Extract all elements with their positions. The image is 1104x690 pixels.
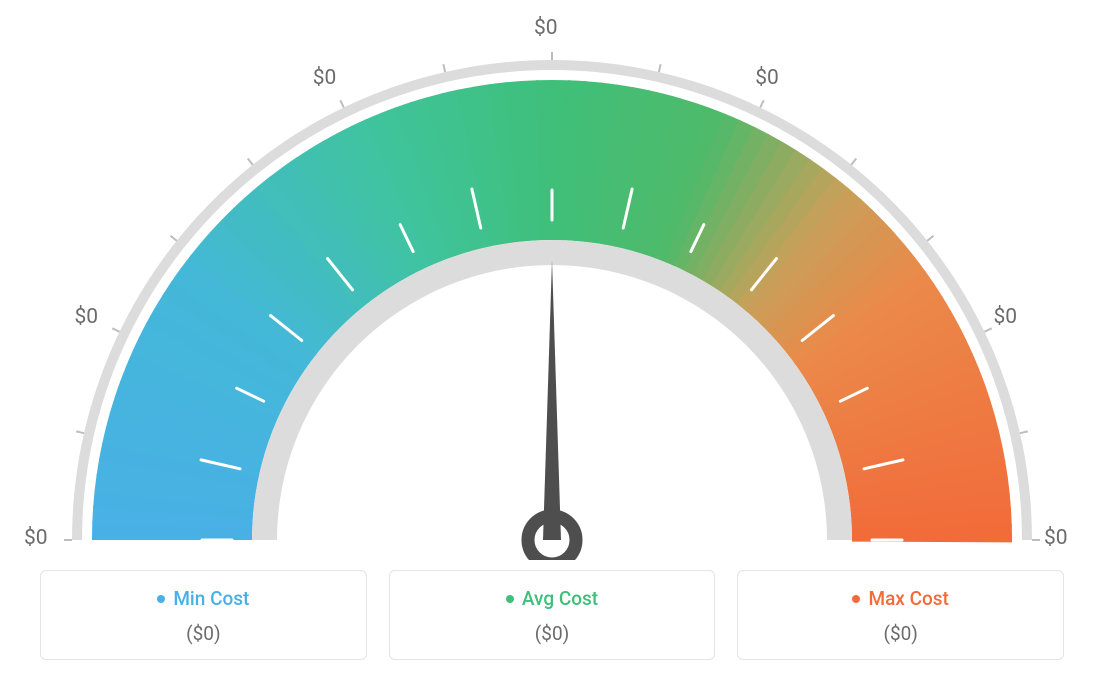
- gauge-tick-label: $0: [1044, 526, 1068, 550]
- legend-dot-max: [852, 595, 860, 603]
- legend-card-min: Min Cost ($0): [40, 570, 367, 660]
- legend-title-max: Max Cost: [868, 587, 948, 610]
- legend-row: Min Cost ($0) Avg Cost ($0) Max Cost ($0…: [40, 570, 1064, 660]
- gauge-tick-label: $0: [24, 526, 48, 550]
- legend-value-max: ($0): [748, 622, 1053, 645]
- legend-dot-min: [157, 595, 165, 603]
- legend-title-avg: Avg Cost: [522, 587, 598, 610]
- legend-value-min: ($0): [51, 622, 356, 645]
- legend-value-avg: ($0): [400, 622, 705, 645]
- cost-gauge: $0 $0 $0 $0 $0 $0 $0: [0, 0, 1104, 560]
- gauge-tick-label: $0: [755, 66, 779, 90]
- gauge-tick-label: $0: [313, 66, 337, 90]
- gauge-tick-label: $0: [74, 305, 98, 329]
- gauge-tick-label: $0: [534, 16, 558, 40]
- gauge-tick-label: $0: [994, 305, 1018, 329]
- legend-card-avg: Avg Cost ($0): [389, 570, 716, 660]
- legend-dot-avg: [506, 595, 514, 603]
- legend-title-min: Min Cost: [173, 587, 249, 610]
- legend-card-max: Max Cost ($0): [737, 570, 1064, 660]
